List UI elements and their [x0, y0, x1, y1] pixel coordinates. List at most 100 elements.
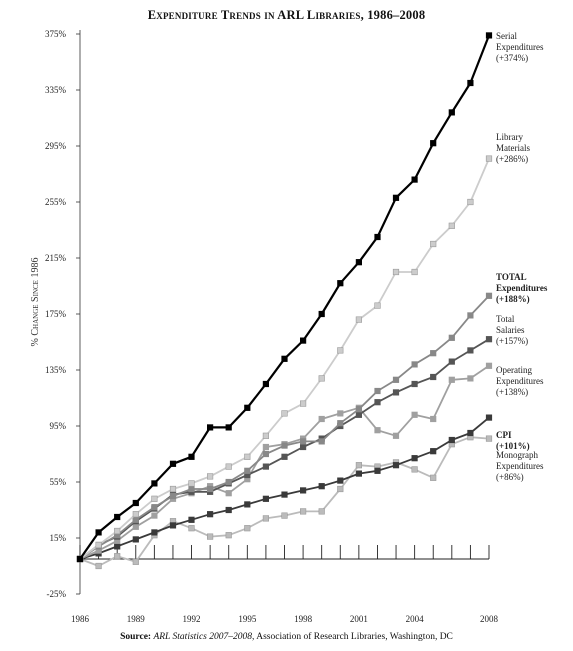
- data-point-serial: [262, 380, 270, 388]
- source-rest: Association of Research Libraries, Washi…: [256, 632, 453, 642]
- data-point-library: [207, 473, 214, 480]
- data-point-monograph: [114, 553, 121, 560]
- data-point-monograph: [188, 525, 195, 532]
- data-point-total: [244, 467, 251, 474]
- series-library: [76, 155, 493, 563]
- data-point-library: [151, 495, 158, 502]
- data-point-library: [299, 400, 307, 407]
- data-point-total: [392, 376, 400, 383]
- data-point-cpi: [355, 470, 363, 477]
- data-point-salaries: [485, 336, 493, 343]
- data-point-operating: [225, 490, 232, 497]
- data-point-serial: [188, 453, 195, 460]
- series-label-cpi: CPI (+101%): [496, 430, 530, 451]
- label-layer: Serial Expenditures (+374%)Library Material…: [496, 31, 548, 482]
- data-point-operating: [132, 523, 139, 530]
- data-point-total: [188, 485, 195, 493]
- series-label-line: Monograph: [496, 450, 538, 460]
- data-point-serial: [392, 194, 400, 201]
- series-label-line: CPI: [496, 430, 512, 440]
- series-label-line: Expenditures: [496, 461, 544, 471]
- data-point-library: [318, 375, 325, 382]
- data-point-serial: [430, 140, 437, 147]
- data-point-library: [485, 155, 493, 162]
- data-point-total: [355, 406, 363, 413]
- data-point-serial: [207, 424, 214, 431]
- data-point-operating: [485, 362, 493, 369]
- data-point-cpi: [244, 501, 251, 508]
- series-label-salaries: Total Salaries (+157%): [496, 314, 528, 346]
- data-point-salaries: [448, 358, 455, 365]
- series-label-line: (+374%): [496, 53, 528, 63]
- data-point-operating: [374, 427, 381, 434]
- series-line-serial: [79, 34, 491, 560]
- series-label-line: (+138%): [496, 387, 528, 397]
- data-point-serial: [299, 337, 307, 344]
- data-point-library: [374, 302, 381, 309]
- data-point-serial: [244, 404, 251, 411]
- data-point-serial: [95, 529, 102, 536]
- data-point-cpi: [151, 529, 158, 536]
- series-line-cpi: [79, 416, 490, 560]
- data-point-library: [337, 347, 344, 354]
- data-point-total: [467, 312, 474, 319]
- x-tick-label: 1998: [294, 614, 313, 624]
- data-point-serial: [374, 233, 381, 241]
- data-point-cpi: [467, 429, 474, 437]
- data-point-cpi: [411, 455, 418, 462]
- data-point-serial: [467, 79, 474, 87]
- series-line-total: [79, 295, 490, 560]
- data-point-salaries: [374, 399, 381, 406]
- data-point-total: [207, 485, 214, 493]
- series-label-line: Expenditures: [496, 376, 544, 386]
- data-point-cpi: [281, 491, 288, 498]
- data-point-salaries: [262, 463, 270, 470]
- data-point-salaries: [411, 380, 418, 388]
- data-point-library: [448, 222, 455, 229]
- data-point-monograph: [355, 462, 363, 469]
- data-point-salaries: [299, 443, 307, 451]
- data-point-cpi: [225, 506, 232, 514]
- data-point-total: [485, 292, 493, 299]
- data-point-serial: [132, 499, 139, 507]
- data-point-cpi: [430, 448, 437, 455]
- x-tick-label: 2004: [406, 614, 425, 624]
- data-point-total: [299, 438, 307, 445]
- data-point-monograph: [318, 508, 325, 515]
- data-point-monograph: [207, 533, 214, 540]
- series-label-operating: Operating Expenditures (+138%): [496, 365, 544, 397]
- series-label-line: Expenditures: [496, 42, 544, 52]
- data-point-cpi: [114, 543, 121, 550]
- data-point-serial: [169, 460, 177, 467]
- y-tick-label: 375%: [45, 29, 67, 39]
- data-point-operating: [337, 410, 344, 417]
- y-tick-label: 215%: [45, 253, 67, 263]
- data-point-monograph: [411, 466, 418, 473]
- data-point-operating: [430, 415, 437, 423]
- data-point-cpi: [337, 477, 344, 484]
- data-point-total: [262, 450, 270, 458]
- data-point-serial: [318, 310, 325, 318]
- series-total: [76, 292, 493, 563]
- data-point-cpi: [299, 487, 307, 494]
- series-line-operating: [79, 365, 490, 560]
- series-cpi: [76, 414, 493, 563]
- data-point-serial: [337, 280, 344, 287]
- data-point-cpi: [188, 516, 195, 523]
- y-tick-label: 295%: [45, 141, 67, 151]
- data-point-serial: [281, 355, 288, 362]
- chart-source: Source: ARL Statistics 2007–2008, Associ…: [0, 632, 573, 642]
- data-point-library: [95, 541, 102, 549]
- y-tick-label: 15%: [50, 533, 67, 543]
- data-point-library: [225, 463, 232, 470]
- data-point-cpi: [169, 522, 177, 529]
- source-lead: Source:: [120, 632, 152, 642]
- data-point-library: [430, 240, 437, 248]
- data-point-monograph: [430, 474, 437, 481]
- source-publication: ARL Statistics 2007–2008,: [153, 632, 255, 642]
- series-label-line: Salaries: [496, 325, 525, 335]
- x-tick-label: 1989: [127, 614, 146, 624]
- data-point-serial: [151, 480, 158, 487]
- series-operating: [76, 362, 493, 563]
- data-point-total: [337, 420, 344, 427]
